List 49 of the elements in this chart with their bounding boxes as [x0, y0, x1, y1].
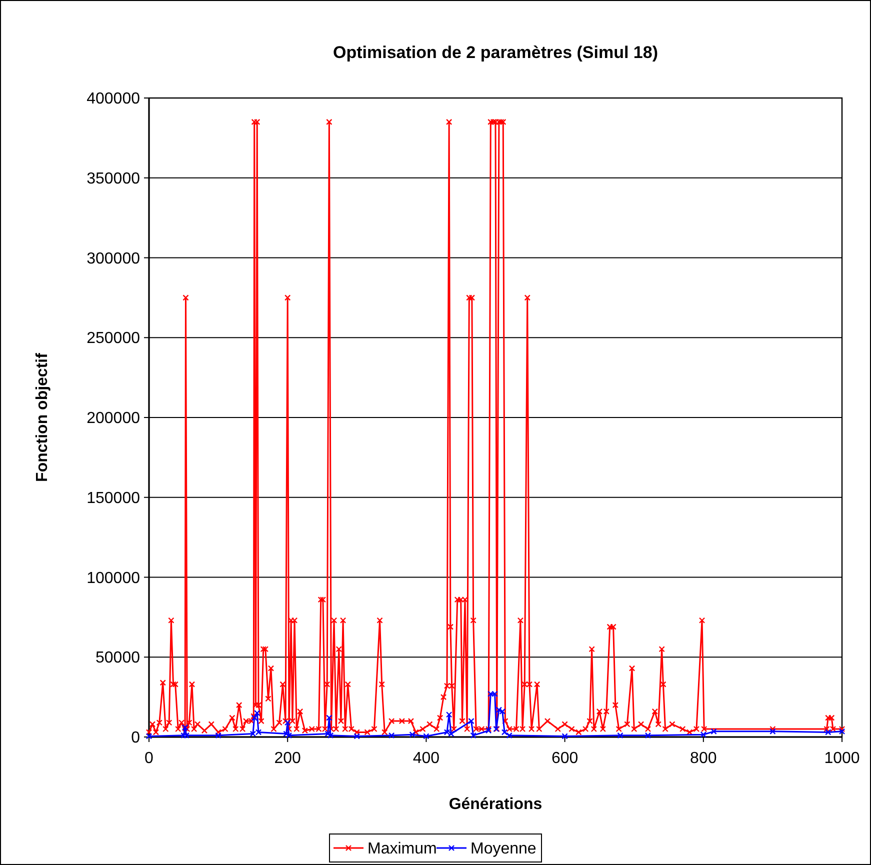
x-axis-title: Générations — [448, 796, 542, 813]
point — [409, 732, 416, 738]
point — [423, 733, 430, 740]
point — [446, 712, 452, 718]
y-tick-label: 350000 — [86, 170, 140, 188]
point — [644, 732, 652, 739]
point — [326, 714, 332, 721]
x-tick-label: 0 — [144, 750, 154, 767]
x-tick-label: 1000 — [824, 750, 860, 767]
y-tick-label: 250000 — [86, 330, 140, 348]
point — [354, 733, 360, 740]
y-tick-label: 400000 — [86, 90, 140, 108]
point — [215, 732, 222, 739]
point — [488, 690, 494, 697]
point — [496, 706, 502, 713]
point — [286, 732, 292, 739]
point — [180, 732, 187, 739]
point — [388, 732, 395, 739]
point — [284, 720, 291, 726]
y-tick-label: 0 — [131, 730, 140, 747]
point — [825, 729, 832, 736]
y-tick-label: 200000 — [86, 410, 140, 428]
x-tick-label: 600 — [551, 750, 578, 767]
point — [492, 690, 498, 697]
point — [283, 730, 290, 737]
y-axis-title: Fonction objectif — [34, 352, 51, 482]
point — [444, 729, 450, 736]
legend-label: Moyenne — [470, 840, 536, 858]
x-tick-label: 200 — [274, 750, 302, 767]
point — [770, 728, 776, 735]
x-tick-label: 400 — [412, 750, 440, 767]
point — [710, 728, 717, 735]
point — [183, 732, 190, 739]
y-tick-label: 100000 — [86, 570, 140, 587]
point — [327, 732, 334, 739]
point — [468, 718, 474, 724]
point — [254, 710, 260, 716]
y-tick-label: 150000 — [86, 490, 140, 507]
chart-title: Optimisation de 2 paramètres (Simul 18) — [333, 43, 658, 62]
point — [562, 733, 568, 740]
point — [470, 732, 476, 739]
x-tick-label: 800 — [690, 750, 717, 767]
point — [838, 728, 846, 735]
legend-label: Maximum — [368, 840, 437, 858]
point — [617, 732, 624, 739]
y-tick-label: 50000 — [96, 650, 140, 667]
point — [499, 708, 506, 715]
y-tick-label: 300000 — [86, 250, 140, 268]
point — [700, 732, 706, 738]
